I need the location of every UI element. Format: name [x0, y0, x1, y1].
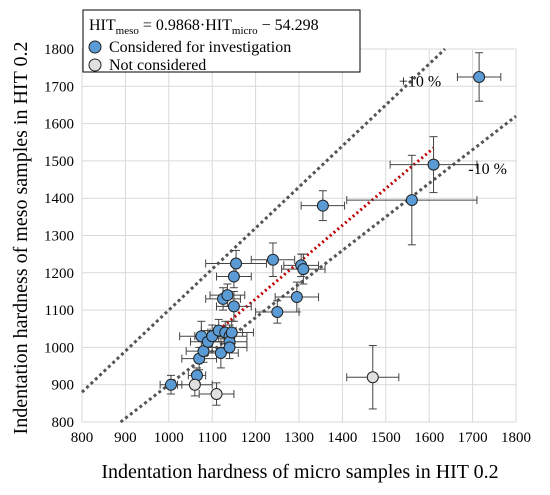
- y-tick-label: 1200: [44, 266, 74, 282]
- y-tick-label: 1000: [44, 340, 74, 356]
- data-point-considered: [473, 70, 486, 83]
- data-point-considered: [227, 300, 240, 313]
- fit-line: [206, 146, 435, 341]
- legend: HITmeso = 0.9868·HITmicro − 54.298 Consi…: [82, 9, 361, 74]
- y-tick-label: 1400: [44, 191, 74, 207]
- legend-box: [82, 9, 361, 73]
- data-point-considered: [297, 263, 310, 276]
- x-axis-title: Indentation hardness of micro samples in…: [101, 461, 498, 483]
- x-tick-label: 1700: [458, 430, 488, 446]
- data-point-considered: [230, 257, 243, 270]
- grid-lines: [81, 48, 517, 423]
- x-tick-label: 1200: [241, 430, 271, 446]
- lower-bound-line: [119, 114, 517, 424]
- data-point-considered: [223, 341, 236, 354]
- legend-marker-considered: [88, 40, 102, 54]
- y-tick-label: 900: [52, 378, 75, 394]
- y-tick-label: 1500: [44, 154, 74, 170]
- legend-label-considered: Considered for investigation: [109, 39, 291, 56]
- data-point-not-considered: [188, 378, 201, 391]
- data-points: [164, 70, 486, 401]
- upper-bound-line: [80, 47, 447, 394]
- data-point-considered: [225, 326, 238, 339]
- data-point-considered: [221, 289, 234, 302]
- data-point-considered: [405, 194, 418, 207]
- data-point-not-considered: [210, 388, 223, 401]
- x-tick-label: 800: [71, 430, 94, 446]
- lower-bound-label: -10 %: [468, 161, 507, 178]
- upper-bound-label: +10 %: [399, 73, 441, 90]
- error-bars: [159, 52, 502, 410]
- y-axis-title: Indentation hardness of meso samples in …: [10, 42, 32, 435]
- data-point-considered: [227, 270, 240, 283]
- data-point-considered: [427, 158, 440, 171]
- x-tick-label: 1600: [414, 430, 444, 446]
- data-point-considered: [316, 199, 329, 212]
- data-point-not-considered: [366, 371, 379, 384]
- y-tick-label: 800: [52, 415, 75, 431]
- y-tick-label: 1300: [44, 229, 74, 245]
- data-point-considered: [164, 378, 177, 391]
- x-tick-label: 1500: [371, 430, 401, 446]
- y-tick-label: 1700: [44, 79, 74, 95]
- x-tick-label: 1100: [197, 430, 226, 446]
- legend-marker-not-considered: [88, 58, 102, 72]
- fit-equation: HITmeso = 0.9868·HITmicro − 54.298: [89, 17, 319, 37]
- y-tick-label: 1600: [44, 117, 74, 133]
- data-point-considered: [290, 291, 303, 304]
- reference-lines: [80, 47, 517, 424]
- x-tick-label: 1000: [154, 430, 184, 446]
- y-tick-label: 1100: [45, 303, 74, 319]
- data-point-considered: [271, 305, 284, 318]
- x-tick-label: 1800: [501, 430, 531, 446]
- y-tick-label: 1800: [44, 42, 74, 58]
- legend-label-not-considered: Not considered: [109, 57, 206, 74]
- x-tick-label: 1300: [284, 430, 314, 446]
- x-tick-label: 900: [114, 430, 137, 446]
- tick-labels: 800 900 1000 1100 1200 1300 1400 1500 1600 1700 18…: [44, 42, 531, 446]
- x-tick-label: 1400: [327, 430, 357, 446]
- data-point-considered: [266, 253, 279, 266]
- data-point-considered: [214, 346, 227, 359]
